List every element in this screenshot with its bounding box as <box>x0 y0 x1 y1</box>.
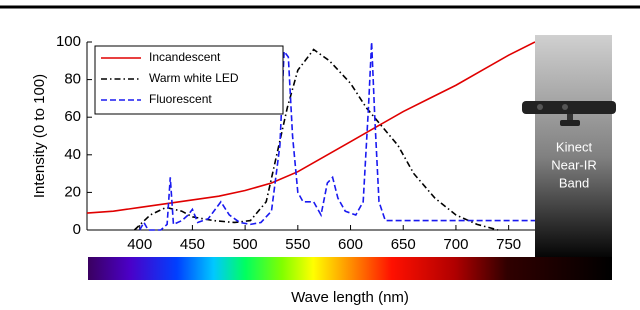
kinect-band <box>535 35 612 257</box>
y-tick-label: 40 <box>64 146 81 163</box>
x-tick-label: 700 <box>443 236 468 253</box>
spectrum-bar <box>88 257 612 280</box>
x-axis-label: Wave length (nm) <box>291 289 409 306</box>
series-line <box>133 48 499 231</box>
y-tick-label: 100 <box>56 33 81 50</box>
y-tick-label: 60 <box>64 108 81 125</box>
band-annotation: Near-IR <box>551 157 597 172</box>
legend-label: Warm white LED <box>149 71 239 85</box>
x-tick-label: 400 <box>127 236 152 253</box>
x-tick-label: 550 <box>285 236 310 253</box>
legend-label: Incandescent <box>149 50 221 64</box>
y-tick-label: 20 <box>64 183 81 200</box>
y-tick-label: 80 <box>64 71 81 88</box>
series-line <box>86 41 535 214</box>
x-tick-label: 450 <box>180 236 205 253</box>
y-axis-label: Intensity (0 to 100) <box>31 74 48 198</box>
x-tick-label: 500 <box>233 236 258 253</box>
kinect-icon <box>522 101 616 126</box>
legend-label: Fluorescent <box>149 92 212 106</box>
band-annotation: Kinect <box>556 139 593 154</box>
band-annotation: Band <box>559 175 589 190</box>
series-line <box>139 41 535 231</box>
x-tick-label: 750 <box>496 236 521 253</box>
x-tick-label: 600 <box>338 236 363 253</box>
y-tick-label: 0 <box>73 221 81 238</box>
x-tick-label: 650 <box>391 236 416 253</box>
